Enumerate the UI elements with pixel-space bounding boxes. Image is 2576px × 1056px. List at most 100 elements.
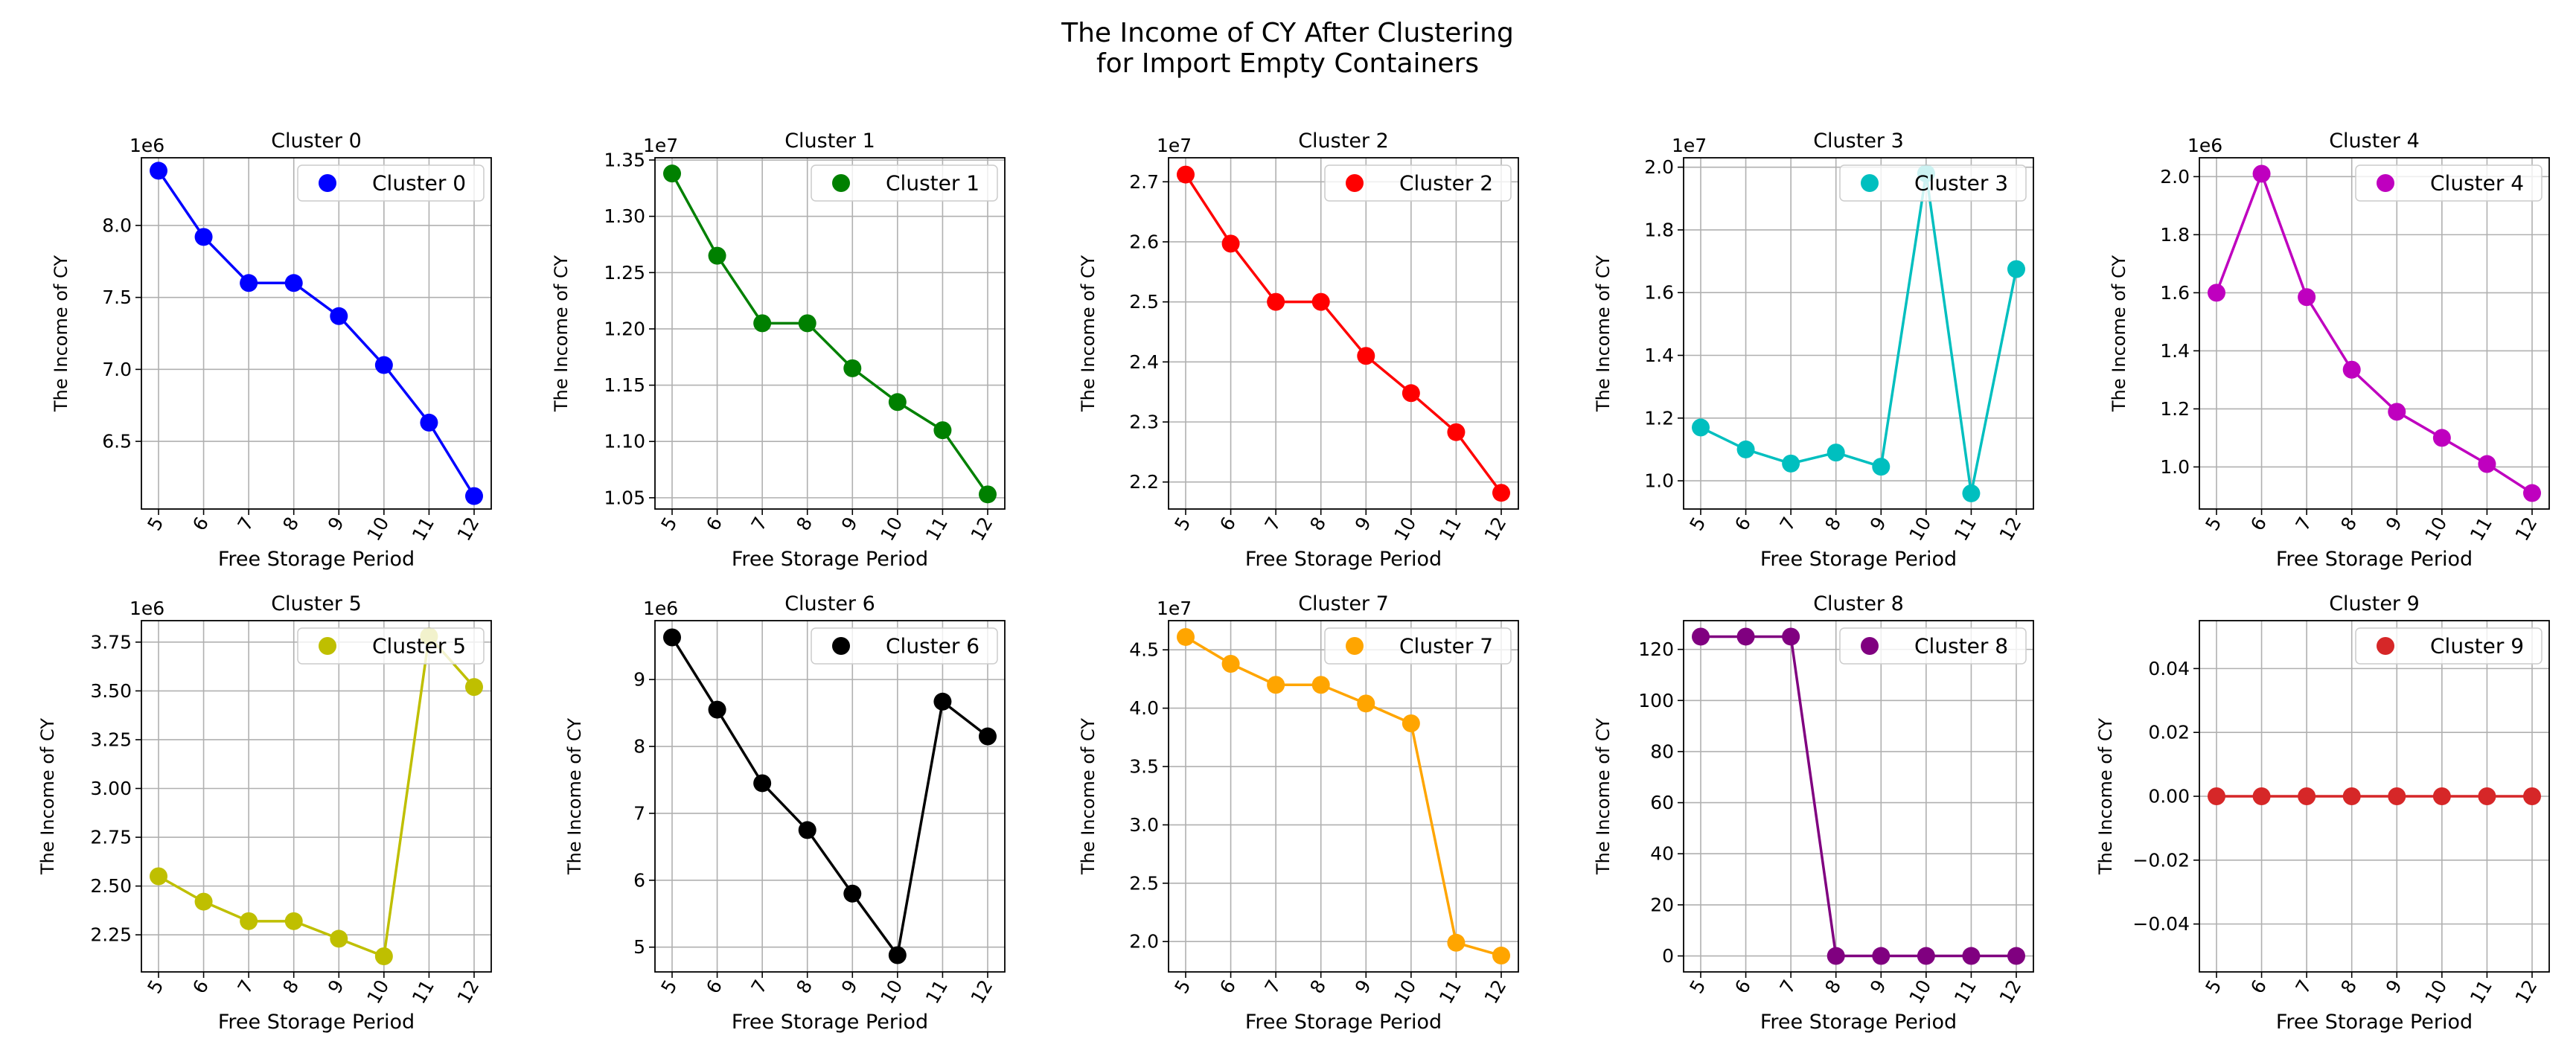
data-point bbox=[2007, 260, 2025, 278]
x-tick-label: 12 bbox=[2511, 513, 2542, 545]
x-tick-label: 7 bbox=[234, 976, 258, 997]
legend-marker bbox=[2377, 174, 2394, 192]
subplot-title: Cluster 6 bbox=[784, 592, 875, 615]
subplot-title: Cluster 0 bbox=[271, 129, 362, 153]
axes-frame bbox=[654, 620, 1006, 973]
legend-marker bbox=[319, 174, 336, 192]
legend: Cluster 4 bbox=[2355, 164, 2543, 202]
series-line bbox=[1185, 636, 1502, 957]
x-tick-label: 9 bbox=[1351, 976, 1375, 997]
y-tick-label: 0 bbox=[1662, 945, 1674, 967]
data-point bbox=[2007, 947, 2025, 965]
x-tick-label: 6 bbox=[1215, 513, 1240, 534]
data-point bbox=[1826, 947, 1845, 965]
y-tick-label: 80 bbox=[1650, 740, 1674, 762]
x-axis-label: Free Storage Period bbox=[2276, 1011, 2473, 1034]
y-axis-label: The Income of CY bbox=[564, 718, 585, 875]
x-tick-label: 11 bbox=[2466, 513, 2496, 545]
x-tick-label: 11 bbox=[921, 513, 952, 545]
y-axis-label: The Income of CY bbox=[1078, 255, 1099, 412]
y-tick-label: 1.8 bbox=[1644, 219, 1674, 240]
y-tick-label: 2.0 bbox=[1129, 931, 1159, 953]
y-tick-label: 40 bbox=[1650, 843, 1674, 865]
data-point bbox=[2208, 787, 2225, 805]
legend: Cluster 0 bbox=[297, 164, 485, 202]
series-line bbox=[671, 173, 989, 496]
data-point bbox=[1221, 655, 1240, 673]
y-tick-label: 1.0 bbox=[1644, 470, 1674, 492]
legend-marker bbox=[832, 174, 850, 192]
y-tick-label: 9 bbox=[633, 669, 645, 691]
data-point bbox=[1267, 292, 1285, 311]
legend-box bbox=[1839, 164, 2027, 202]
data-point bbox=[1357, 347, 1375, 365]
y-tick-label: 1.4 bbox=[1644, 345, 1674, 366]
data-point bbox=[798, 821, 816, 839]
x-tick-label: 6 bbox=[1730, 976, 1755, 997]
data-point bbox=[2432, 429, 2451, 447]
y-tick-label: 2.50 bbox=[90, 875, 132, 897]
x-tick-label: 10 bbox=[362, 513, 393, 545]
legend-label: Cluster 9 bbox=[2430, 634, 2524, 659]
x-axis-label: Free Storage Period bbox=[1245, 548, 1442, 571]
y-tick-label: 6 bbox=[633, 869, 645, 891]
x-tick-label: 5 bbox=[1685, 976, 1710, 997]
subplot-title: Cluster 2 bbox=[1298, 129, 1389, 153]
y-tick-label: 0.02 bbox=[2148, 722, 2190, 743]
x-axis-label: Free Storage Period bbox=[1245, 1011, 1442, 1034]
x-tick-label: 8 bbox=[1821, 513, 1845, 534]
y-tick-label: 120 bbox=[1638, 639, 1674, 660]
legend: Cluster 6 bbox=[811, 627, 998, 665]
y-tick-label: 7.5 bbox=[102, 287, 132, 308]
y-tick-label: 2.0 bbox=[1644, 156, 1674, 178]
data-point bbox=[1782, 627, 1800, 646]
series-line bbox=[1184, 173, 1503, 494]
data-point bbox=[1267, 676, 1285, 694]
data-point bbox=[2298, 288, 2316, 307]
x-tick-label: 7 bbox=[747, 513, 772, 534]
figure-title-line2: for Import Empty Containers bbox=[1096, 48, 1479, 79]
x-tick-label: 11 bbox=[921, 976, 952, 1008]
x-tick-label: 5 bbox=[2201, 513, 2225, 534]
y-tick-label: 3.5 bbox=[1129, 756, 1159, 778]
x-tick-label: 5 bbox=[656, 513, 681, 534]
legend-box bbox=[1839, 627, 2027, 665]
legend: Cluster 1 bbox=[811, 164, 998, 202]
axes-frame bbox=[1683, 620, 2034, 973]
y-axis-label: The Income of CY bbox=[37, 718, 58, 875]
y-tick-label: 2.75 bbox=[90, 827, 132, 848]
subplot-cluster-2: Cluster 2 5 6 7 8 9 10 11 12 2.2 2.3 2.4 2.5 2.6 2.7 1e… bbox=[1078, 129, 1519, 571]
subplot-cluster-0: Cluster 0 5 6 7 8 9 10 11 12 6.5 7.0 7.5 8.0 1e6 Free … bbox=[51, 129, 492, 571]
y-tick-label: 2.5 bbox=[1129, 872, 1159, 894]
x-axis-label: Free Storage Period bbox=[2276, 548, 2473, 571]
y-axis-multiplier: 1e7 bbox=[643, 135, 678, 156]
y-tick-label: 0.00 bbox=[2148, 786, 2190, 807]
data-point bbox=[194, 228, 213, 246]
y-tick-label: 3.50 bbox=[90, 680, 132, 702]
x-tick-label: 7 bbox=[1261, 976, 1285, 997]
x-tick-label: 12 bbox=[967, 513, 997, 545]
y-axis-label: The Income of CY bbox=[2109, 255, 2129, 412]
x-tick-label: 9 bbox=[2382, 976, 2406, 997]
subplot-title: Cluster 5 bbox=[271, 592, 362, 615]
data-point bbox=[1736, 627, 1755, 646]
subplot-title: Cluster 9 bbox=[2329, 592, 2420, 615]
legend-box bbox=[811, 164, 998, 202]
y-tick-label: −0.04 bbox=[2132, 913, 2190, 935]
subplot-grid: Cluster 05 6 7 8 9 10 11 126.57.07.58.01e6Free … bbox=[37, 129, 2550, 1034]
x-tick-label: 5 bbox=[1170, 976, 1195, 997]
data-point bbox=[663, 628, 681, 647]
y-axis-multiplier: 1e6 bbox=[643, 598, 678, 619]
data-point bbox=[753, 774, 772, 793]
y-tick-label: 8 bbox=[633, 736, 645, 758]
subplot-cluster-9: Cluster 9 5 6 7 8 9 10 11 12 −0.04 −0.02 0.00 0.02 0.… bbox=[2095, 592, 2550, 1034]
legend-marker bbox=[1346, 174, 1364, 192]
axes-frame bbox=[1168, 620, 1519, 973]
subplot-title: Cluster 8 bbox=[1813, 592, 1904, 615]
y-tick-label: 1.05 bbox=[604, 487, 645, 508]
legend-label: Cluster 7 bbox=[1399, 634, 1493, 659]
data-point bbox=[2252, 164, 2271, 183]
legend-marker bbox=[319, 637, 336, 655]
x-axis-label: Free Storage Period bbox=[218, 548, 415, 571]
y-tick-label: 20 bbox=[1650, 894, 1674, 915]
